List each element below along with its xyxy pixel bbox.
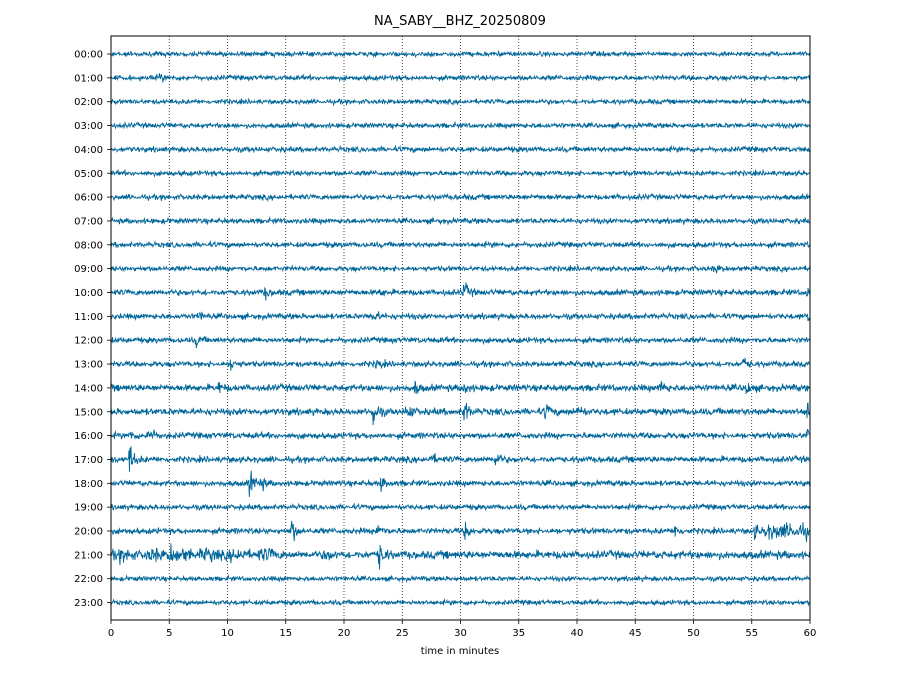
hour-label: 17:00 [74,455,103,466]
y-axis-hour-labels: 00:00 01:00 02:00 03:00 04:00 05:00 06:00 07:00… [74,50,111,609]
trace-line [110,73,811,83]
hour-label: 08:00 [74,240,103,251]
hour-label: 18:00 [74,479,103,490]
trace-line [110,192,811,203]
trace-line [110,402,811,426]
x-tick-label: 30 [454,628,467,639]
trace-line [110,335,811,349]
seismic-traces [110,49,811,607]
trace-line [110,380,811,395]
hour-label: 13:00 [74,360,103,371]
trace-line [110,520,811,543]
x-tick-label: 35 [512,628,525,639]
hour-label: 16:00 [74,431,103,442]
x-tick-label: 60 [804,628,817,639]
trace-line [110,97,811,107]
hour-label: 14:00 [74,383,103,394]
hour-label: 15:00 [74,407,103,418]
trace-line [110,428,811,440]
hour-label: 09:00 [74,264,103,275]
trace-line [110,215,811,226]
trace-line [110,543,811,570]
x-tick-label: 45 [629,628,642,639]
hour-label: 06:00 [74,193,103,204]
x-tick-label: 15 [279,628,292,639]
x-tick-label: 25 [396,628,409,639]
trace-line [110,574,811,584]
hour-label: 19:00 [74,503,103,514]
hour-label: 02:00 [74,97,103,108]
hour-label: 23:00 [74,598,103,609]
trace-line [110,120,811,131]
hour-label: 01:00 [74,73,103,84]
hour-label: 20:00 [74,527,103,538]
x-axis-label: time in minutes [421,646,500,657]
trace-line [110,470,811,498]
hour-label: 07:00 [74,216,103,227]
x-tick-label: 0 [108,628,114,639]
trace-line [110,357,811,371]
trace-line [110,598,811,607]
hour-label: 11:00 [74,312,103,323]
trace-line [110,446,811,472]
trace-line [110,264,811,274]
trace-line [110,282,811,301]
x-tick-label: 50 [687,628,700,639]
x-axis-ticks: 0 5 10 15 20 25 30 35 40 45 50 55 60 [108,620,817,639]
x-tick-label: 10 [221,628,234,639]
trace-line [110,502,811,512]
hour-label: 00:00 [74,50,103,61]
trace-line [110,49,811,59]
trace-line [110,144,811,155]
x-tick-label: 40 [571,628,584,639]
hour-label: 22:00 [74,574,103,585]
x-tick-label: 55 [745,628,758,639]
hour-label: 05:00 [74,169,103,180]
x-tick-label: 5 [166,628,172,639]
hour-label: 04:00 [74,145,103,156]
x-tick-label: 20 [338,628,351,639]
hour-label: 03:00 [74,121,103,132]
trace-line [110,239,811,250]
hour-label: 21:00 [74,550,103,561]
hour-label: 10:00 [74,288,103,299]
trace-line [110,168,811,178]
trace-line [110,311,811,322]
hour-label: 12:00 [74,336,103,347]
chart-title: NA_SABY__BHZ_20250809 [374,14,546,29]
grid-lines [168,36,753,620]
